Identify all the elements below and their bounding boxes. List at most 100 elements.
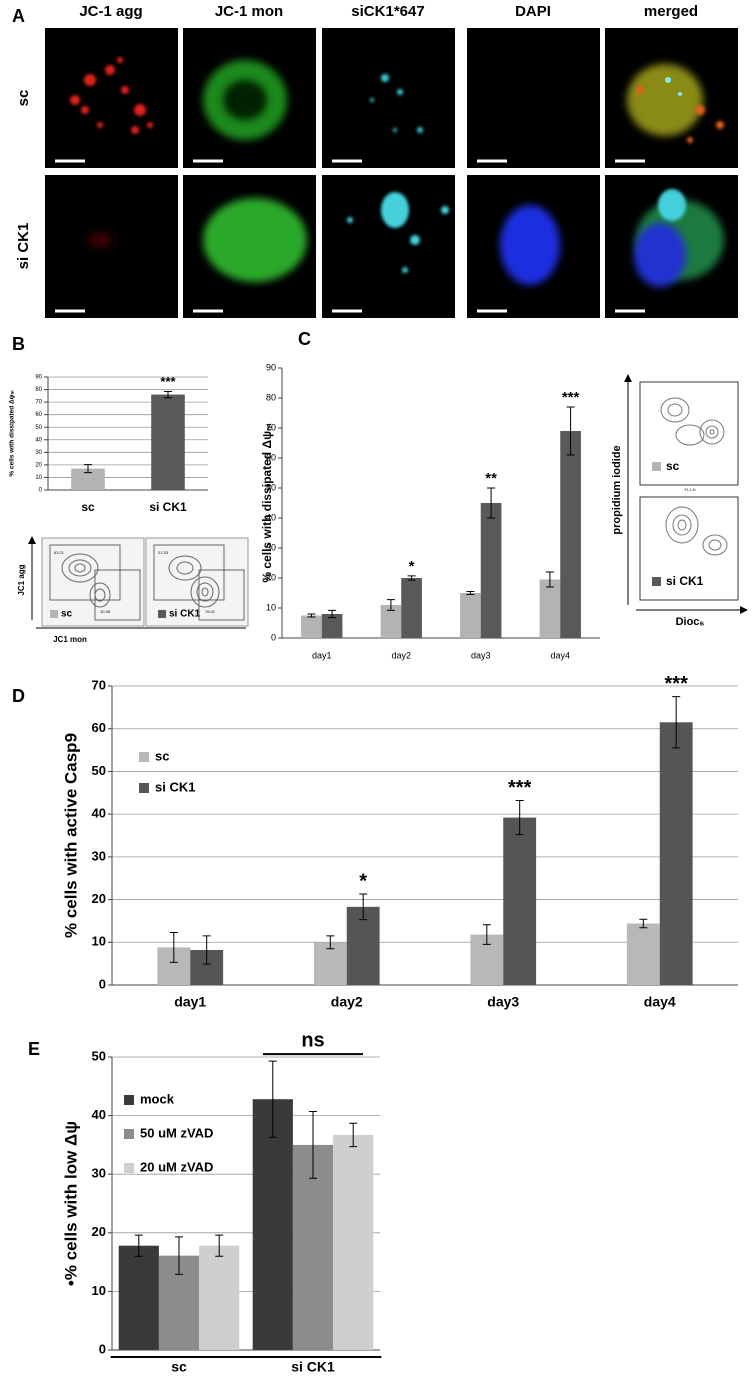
column-header: JC-1 agg: [79, 3, 142, 20]
y-tick-label: 40: [35, 437, 42, 443]
error-bar: [307, 613, 316, 618]
signal: [203, 198, 307, 282]
flow-axis-label: JC1 agg: [17, 564, 26, 595]
significance-label: *: [409, 558, 415, 575]
legend-label: 20 uM zVAD: [140, 1159, 213, 1174]
x-tick-label: sc: [171, 1359, 187, 1375]
error-bar: [672, 696, 681, 749]
y-tick-label: 0: [39, 488, 43, 494]
y-axis-label: •% cells with low Δψ: [61, 1121, 80, 1286]
scale-bar-label: 10 µm: [477, 292, 511, 306]
error-bar: [359, 893, 368, 921]
bar: [503, 817, 537, 985]
y-axis-label: % cells with active Casp9: [61, 733, 80, 938]
bar: [292, 1144, 334, 1350]
error-bar: [566, 406, 575, 456]
scale-bar-label: 10 µm: [55, 292, 89, 306]
error-bar: [349, 1122, 358, 1148]
signal: [627, 64, 703, 136]
x-tick-label: day3: [471, 650, 491, 660]
error-bar: [134, 1234, 143, 1257]
signal: [634, 223, 686, 287]
y-tick-label: 50: [35, 425, 42, 431]
scale-bar-label: 10 µm: [615, 142, 649, 156]
signal: [70, 57, 153, 134]
legend-swatch: [139, 752, 149, 762]
signal: [665, 77, 682, 96]
error-bar: [482, 924, 491, 945]
bar: [626, 923, 660, 985]
y-tick-label: 20: [92, 891, 106, 906]
scale-bar-label: 10 µm: [615, 292, 649, 306]
x-tick-label: day2: [331, 994, 363, 1010]
legend-label: sc: [155, 748, 169, 763]
y-tick-label: 60: [92, 720, 106, 735]
y-tick-label: 40: [266, 512, 276, 522]
bar: [199, 1245, 240, 1350]
significance-label: ***: [562, 389, 580, 406]
error-bar: [515, 799, 524, 836]
scale-bar-label: 10 µm: [332, 292, 366, 306]
error-bar: [169, 931, 178, 963]
y-tick-label: 10: [92, 934, 106, 949]
signal: [223, 80, 267, 120]
flow-axis-label: Dioc₆: [676, 616, 705, 628]
error-bar: [328, 609, 337, 619]
significance-label: ***: [665, 673, 689, 695]
bar: [118, 1245, 159, 1350]
error-bar: [202, 935, 211, 965]
y-tick-label: 0: [99, 1341, 106, 1356]
y-tick-label: 20: [92, 1224, 106, 1239]
signal: [347, 192, 449, 273]
y-tick-label: 70: [266, 422, 276, 432]
y-tick-label: 30: [92, 848, 106, 863]
error-bar: [84, 464, 92, 474]
legend-swatch: [124, 1163, 134, 1173]
y-tick-label: 40: [92, 1107, 106, 1122]
gate-value: 76.01: [205, 609, 216, 614]
flow-plots-b: [28, 536, 249, 629]
panel-label: C: [298, 329, 311, 349]
y-tick-label: 60: [266, 452, 276, 462]
y-tick-label: 50: [92, 1048, 106, 1063]
panel-label: B: [12, 334, 25, 354]
bar: [252, 1099, 293, 1350]
bar: [333, 1134, 374, 1350]
bar: [321, 614, 343, 638]
bar: [301, 615, 322, 638]
y-tick-label: 60: [35, 412, 42, 418]
bar: [480, 503, 502, 638]
y-tick-label: 10: [266, 602, 276, 612]
x-tick-label: day1: [312, 650, 332, 660]
bar: [151, 394, 185, 490]
error-bar: [215, 1234, 224, 1257]
bar: [71, 468, 105, 490]
signal: [370, 74, 423, 133]
y-tick-label: 20: [35, 462, 42, 468]
legend-label: mock: [140, 1091, 175, 1106]
y-tick-label: 0: [99, 976, 106, 991]
flow-axis-label: JC1 mon: [53, 635, 87, 644]
column-header: DAPI: [515, 3, 551, 20]
flow-axis-caption: FL1-H: [684, 487, 695, 492]
y-tick-label: 90: [266, 362, 276, 372]
x-tick-label: day4: [644, 994, 676, 1010]
scale-bar-label: 10 µm: [55, 142, 89, 156]
y-axis-label: % cells with dissipated Δψₘ: [9, 389, 16, 476]
signal: [88, 232, 112, 248]
error-bar: [386, 599, 395, 611]
micrograph: [467, 28, 600, 168]
error-bar: [175, 1236, 183, 1275]
legend-swatch: [139, 783, 149, 793]
legend-label: si CK1: [155, 779, 195, 794]
y-tick-label: 40: [92, 806, 106, 821]
bar: [560, 431, 581, 638]
y-tick-label: 30: [266, 542, 276, 552]
y-tick-label: 80: [266, 392, 276, 402]
x-tick-label: day4: [550, 650, 570, 660]
bar: [460, 593, 481, 638]
y-tick-label: 90: [35, 375, 42, 381]
legend-label: 50 uM zVAD: [140, 1125, 213, 1140]
scale-bar-label: 10 µm: [332, 142, 366, 156]
